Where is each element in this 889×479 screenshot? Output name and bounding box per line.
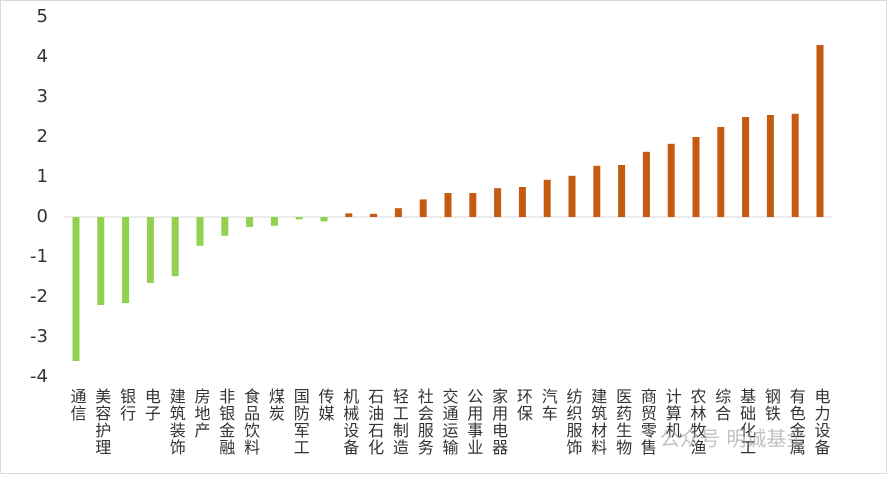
y-tick-label: -2 xyxy=(30,286,48,307)
bar xyxy=(394,208,402,217)
x-tick-label: 煤炭 xyxy=(266,388,285,422)
bar xyxy=(370,213,378,217)
y-tick-label: 5 xyxy=(37,6,48,27)
x-tick-label: 食品饮料 xyxy=(241,388,260,456)
x-tick-label: 国防军工 xyxy=(291,388,310,456)
x-tick-label: 交通运输 xyxy=(440,388,459,456)
x-tick-label: 银行 xyxy=(117,388,136,422)
bar xyxy=(518,187,526,217)
x-tick-label: 农林牧渔 xyxy=(688,388,707,456)
x-tick-label: 美容护理 xyxy=(92,388,111,456)
x-tick-label: 非银金融 xyxy=(216,388,235,456)
bar xyxy=(122,217,130,303)
y-tick-label: -1 xyxy=(30,246,48,267)
y-tick-label: -4 xyxy=(30,366,48,387)
bar xyxy=(642,151,650,217)
bar xyxy=(196,217,204,246)
bar xyxy=(72,217,80,361)
y-tick-label: 1 xyxy=(37,166,48,187)
bar xyxy=(97,217,105,305)
y-tick-label: 0 xyxy=(37,206,48,227)
x-tick-label: 电子 xyxy=(142,388,161,422)
bar xyxy=(742,117,750,217)
x-tick-label: 传媒 xyxy=(316,388,335,422)
bar xyxy=(146,217,154,283)
bar xyxy=(543,179,551,217)
x-tick-label: 钢铁 xyxy=(762,388,781,422)
x-tick-label: 家用电器 xyxy=(489,388,508,456)
x-tick-label: 社会服务 xyxy=(415,388,434,456)
x-tick-label: 环保 xyxy=(514,388,533,422)
watermark: 公众号 明诚基金 xyxy=(660,427,806,451)
x-tick-label: 纺织服饰 xyxy=(564,388,583,456)
y-tick-label: 2 xyxy=(37,126,48,147)
x-tick-label: 公用事业 xyxy=(464,388,483,456)
bar xyxy=(171,217,179,277)
bar xyxy=(593,165,601,217)
bar xyxy=(221,217,229,236)
bar xyxy=(618,165,626,217)
bar xyxy=(444,193,452,217)
x-tick-label: 有色金属 xyxy=(787,388,806,456)
x-tick-label: 综合 xyxy=(712,388,731,422)
x-tick-label: 汽车 xyxy=(539,388,558,422)
y-tick-label: -3 xyxy=(30,326,48,347)
x-tick-label: 基础化工 xyxy=(737,388,756,456)
x-tick-label: 通信 xyxy=(68,388,87,422)
x-tick-label: 轻工制造 xyxy=(390,388,409,456)
x-tick-label: 房地产 xyxy=(192,388,211,439)
bar xyxy=(494,188,502,217)
x-tick-label: 石油石化 xyxy=(365,388,384,456)
y-tick-label: 4 xyxy=(37,46,48,67)
bar xyxy=(667,143,675,217)
bar xyxy=(717,127,725,217)
bar xyxy=(692,137,700,217)
y-tick-label: 3 xyxy=(37,86,48,107)
bar xyxy=(766,115,774,217)
bar xyxy=(469,193,477,217)
x-tick-label: 医药生物 xyxy=(613,388,632,456)
x-tick-label: 机械设备 xyxy=(340,388,359,456)
bar xyxy=(295,217,303,220)
bar xyxy=(320,217,328,222)
bar xyxy=(568,175,576,217)
x-tick-label: 电力设备 xyxy=(812,388,831,456)
bar xyxy=(791,113,799,217)
bar xyxy=(816,45,824,217)
x-tick-label: 建筑材料 xyxy=(588,388,607,456)
bar xyxy=(419,199,427,217)
bar xyxy=(345,213,353,217)
x-tick-label: 计算机 xyxy=(663,388,682,439)
bar xyxy=(270,217,278,226)
bar xyxy=(246,217,254,227)
x-tick-label: 建筑装饰 xyxy=(167,388,186,456)
x-tick-label: 商贸零售 xyxy=(638,388,657,456)
